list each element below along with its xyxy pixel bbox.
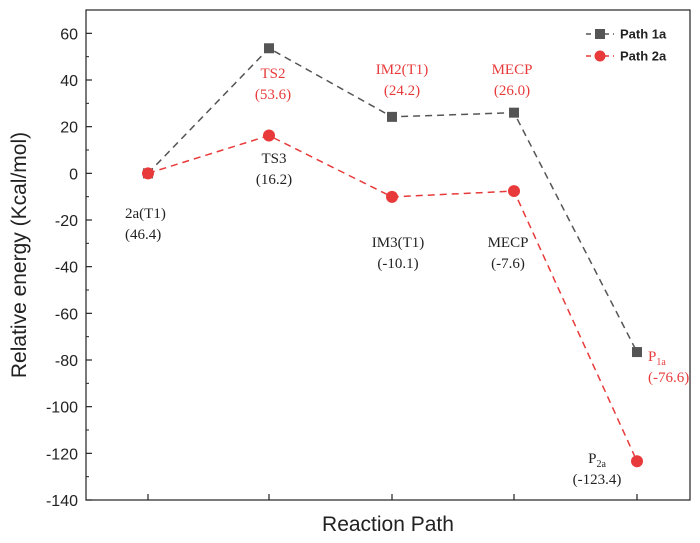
y-tick-label: -20 bbox=[55, 213, 78, 230]
legend-marker bbox=[594, 50, 606, 62]
series-2-point bbox=[142, 167, 154, 180]
data-annotation: TS2 (53.6) bbox=[255, 66, 291, 103]
legend-marker bbox=[595, 29, 605, 39]
legend-label: Path 1a bbox=[620, 27, 667, 42]
data-annotation: MECP (26.0) bbox=[492, 62, 533, 99]
y-tick-label: 40 bbox=[60, 73, 78, 90]
y-tick-label: -40 bbox=[55, 260, 78, 277]
plot-frame-group bbox=[85, 9, 691, 501]
data-annotation: IM2(T1) (24.2) bbox=[376, 62, 429, 99]
data-annotation: TS3 (16.2) bbox=[256, 151, 292, 188]
legend-label: Path 2a bbox=[620, 49, 667, 64]
data-annotation: 2a(T1) (46.4) bbox=[125, 206, 166, 243]
series-2-point bbox=[631, 455, 643, 468]
series-2-point bbox=[386, 190, 398, 203]
y-tick-label: -100 bbox=[46, 400, 78, 417]
data-annotation: MECP (-7.6) bbox=[488, 235, 529, 272]
data-annotation: P2a​(-123.4) bbox=[573, 451, 622, 488]
y-tick-label: -60 bbox=[55, 306, 78, 323]
series-1-point bbox=[264, 43, 274, 54]
series-group bbox=[142, 43, 643, 468]
series-2-point bbox=[263, 129, 275, 142]
series-1-point bbox=[387, 111, 397, 122]
series-2-point bbox=[508, 185, 520, 198]
y-tick-label: -140 bbox=[46, 493, 78, 510]
y-tick-label: 60 bbox=[60, 26, 78, 43]
series-1-point bbox=[509, 107, 519, 118]
series-1-point bbox=[632, 347, 642, 358]
plot-frame bbox=[85, 9, 691, 501]
y-axis-title: Relative energy (Kcal/mol) bbox=[8, 132, 31, 378]
y-tick-label: -80 bbox=[55, 353, 78, 370]
data-annotation: IM3(T1) (-10.1) bbox=[372, 235, 425, 272]
y-ticks-group: 60 40 20 0 -20 -40 -60 -80 -100 -120 -140 bbox=[46, 26, 638, 510]
annotations-group: 2a(T1) (46.4) TS2 (53.6) TS3 (16.2) IM2(T1) (24… bbox=[125, 62, 689, 488]
data-annotation: P1a​(-76.6) bbox=[648, 349, 689, 386]
x-axis-title: Reaction Path bbox=[322, 513, 454, 536]
legend: Path 1a Path 2a bbox=[586, 27, 667, 64]
y-tick-label: 20 bbox=[60, 120, 78, 137]
y-tick-label: -120 bbox=[46, 446, 78, 463]
series-line-2 bbox=[147, 134, 638, 462]
y-tick-label: 0 bbox=[69, 166, 78, 183]
